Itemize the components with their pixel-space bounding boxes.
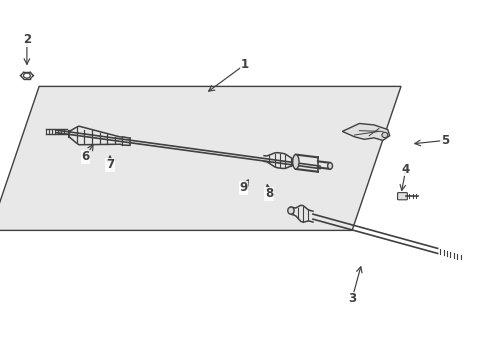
Text: 7: 7	[106, 158, 114, 171]
Text: 8: 8	[264, 187, 272, 200]
Ellipse shape	[381, 132, 387, 138]
Text: 5: 5	[440, 134, 448, 147]
Text: 1: 1	[240, 58, 248, 71]
Text: 6: 6	[81, 150, 89, 163]
Text: 4: 4	[401, 163, 409, 176]
Ellipse shape	[287, 207, 293, 214]
FancyBboxPatch shape	[397, 193, 407, 200]
Ellipse shape	[292, 154, 298, 169]
Text: 2: 2	[23, 33, 31, 46]
Polygon shape	[0, 86, 400, 230]
Circle shape	[23, 73, 30, 78]
Polygon shape	[342, 123, 389, 140]
Text: 3: 3	[347, 292, 355, 305]
Text: 9: 9	[239, 181, 247, 194]
Ellipse shape	[327, 163, 332, 169]
